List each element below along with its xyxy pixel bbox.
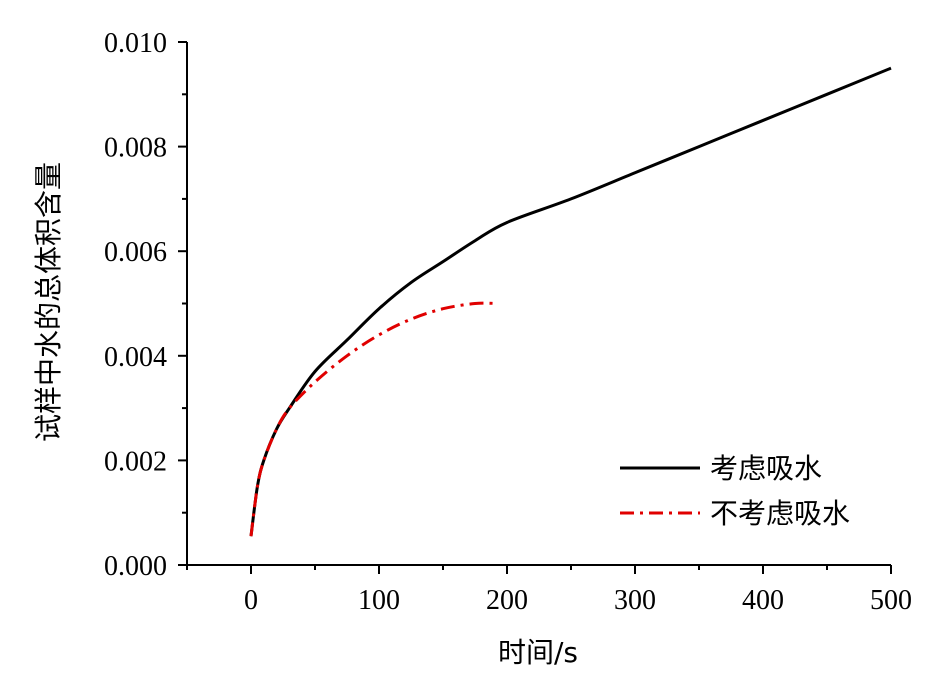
x-tick-label: 200 (486, 585, 528, 616)
x-tick-label: 500 (870, 585, 912, 616)
x-tick-label: 400 (742, 585, 784, 616)
series-layer (249, 66, 892, 537)
y-tick-label: 0.010 (104, 28, 167, 59)
axes: 0 100 200 300 400 500 0.000 0.002 0.004 0.006 0.00… (104, 28, 912, 616)
legend-label-1: 考虑吸水 (710, 452, 822, 485)
series-line-2 (249, 301, 499, 537)
y-tick-label: 0.002 (104, 446, 167, 477)
y-tick-label: 0.004 (104, 342, 167, 373)
y-axis-title: 试样中水的总体积含量 (32, 162, 65, 442)
legend-label-2: 不考虑吸水 (710, 497, 850, 530)
x-axis-title: 时间/s (498, 636, 578, 669)
series-line-1 (249, 66, 892, 537)
x-tick-label: 100 (358, 585, 400, 616)
x-tick-label: 0 (244, 585, 258, 616)
x-tick-label: 300 (614, 585, 656, 616)
y-tick-label: 0.008 (104, 133, 167, 164)
y-tick-label: 0.006 (104, 237, 167, 268)
y-tick-label: 0.000 (104, 551, 167, 582)
